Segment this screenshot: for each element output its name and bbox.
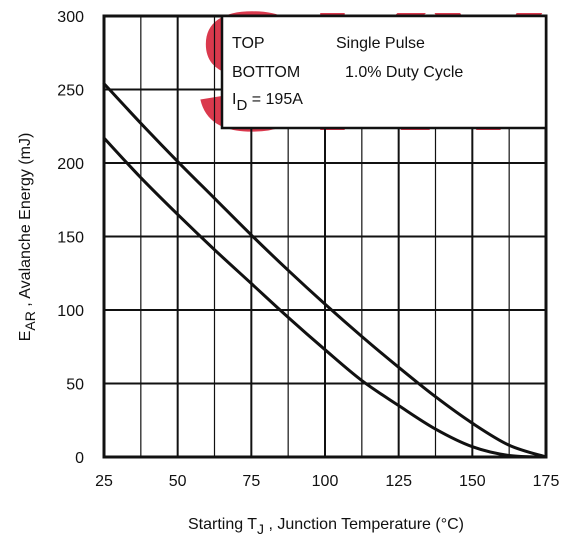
legend-drain-current: ID = 195A xyxy=(232,91,303,114)
y-tick-label: 50 xyxy=(66,377,84,394)
x-axis-title-suffix: , Junction Temperature (°C) xyxy=(264,516,464,533)
legend-row-bottom-value: 1.0% Duty Cycle xyxy=(345,64,463,81)
y-tick-label: 200 xyxy=(57,156,84,173)
x-tick-label: 75 xyxy=(242,473,260,490)
y-axis-title: EAR , Avalanche Energy (mJ) xyxy=(17,133,38,342)
x-tick-label: 125 xyxy=(385,473,412,490)
legend-row-bottom-label: BOTTOM xyxy=(232,64,300,81)
x-axis-title-sub: J xyxy=(257,521,264,537)
x-tick-label: 50 xyxy=(169,473,187,490)
y-tick-label: 150 xyxy=(57,230,84,247)
x-axis-title: Starting TJ , Junction Temperature (°C) xyxy=(188,516,464,537)
y-tick-label: 250 xyxy=(57,83,84,100)
legend-box xyxy=(220,14,548,130)
x-axis-ticks: 25 50 75 100 125 150 175 xyxy=(95,473,559,490)
x-tick-label: 150 xyxy=(459,473,486,490)
legend: TOP Single Pulse BOTTOM 1.0% Duty Cycle … xyxy=(220,14,548,130)
y-tick-label: 0 xyxy=(75,450,84,467)
y-tick-label: 300 xyxy=(57,9,84,26)
series-line-bottom xyxy=(102,136,548,459)
chart-series xyxy=(102,82,548,459)
y-tick-label: 100 xyxy=(57,303,84,320)
y-axis-title-prefix: E xyxy=(17,331,34,342)
x-tick-label: 100 xyxy=(312,473,339,490)
legend-id-value: = 195A xyxy=(247,91,303,108)
y-axis-title-sub: AR xyxy=(22,311,38,330)
x-axis-title-prefix: Starting T xyxy=(188,516,257,533)
legend-row-top-label: TOP xyxy=(232,35,265,52)
y-axis-ticks: 0 50 100 150 200 250 300 xyxy=(57,9,84,467)
legend-row-top-value: Single Pulse xyxy=(336,35,425,52)
x-tick-label: 175 xyxy=(533,473,560,490)
y-axis-title-suffix: , Avalanche Energy (mJ) xyxy=(17,133,34,311)
series-line-top xyxy=(102,82,548,459)
legend-id-prefix: I xyxy=(232,91,236,108)
x-tick-label: 25 xyxy=(95,473,113,490)
legend-id-sub: D xyxy=(236,97,247,114)
